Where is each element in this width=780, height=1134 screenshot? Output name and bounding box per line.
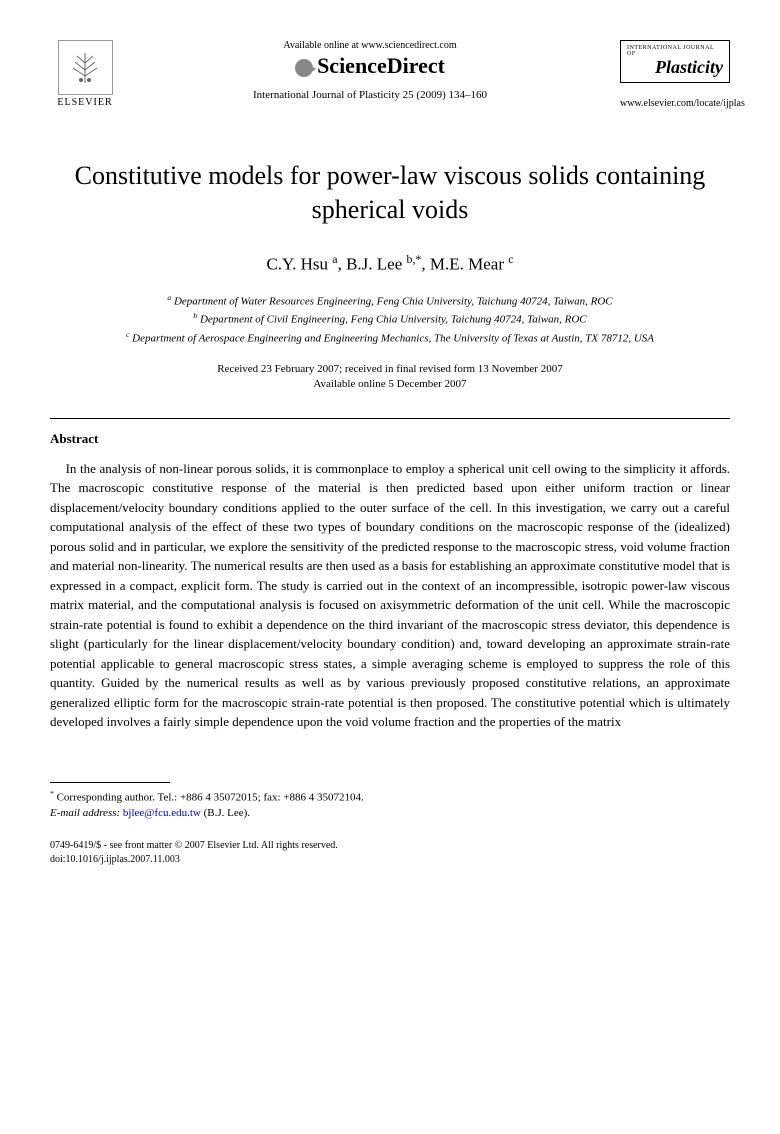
abstract-heading: Abstract [50,431,730,447]
sciencedirect-icon [295,59,313,77]
affiliation-a: a Department of Water Resources Engineer… [50,292,730,310]
copyright-block: 0749-6419/$ - see front matter © 2007 El… [50,839,730,867]
email-link[interactable]: bjlee@fcu.edu.tw [123,807,201,819]
dates-block: Received 23 February 2007; received in f… [50,362,730,393]
affiliation-c: c Department of Aerospace Engineering an… [50,329,730,347]
affiliation-b: b Department of Civil Engineering, Feng … [50,310,730,328]
copyright-line: 0749-6419/$ - see front matter © 2007 El… [50,839,730,853]
elsevier-tree-icon [58,40,113,95]
affiliation-b-text: Department of Civil Engineering, Feng Ch… [200,314,587,326]
journal-logo-box: INTERNATIONAL JOURNAL OF Plasticity [620,40,730,83]
affiliation-c-text: Department of Aerospace Engineering and … [132,332,654,344]
affiliation-a-text: Department of Water Resources Engineerin… [174,296,613,308]
corresponding-text: Corresponding author. Tel.: +886 4 35072… [57,791,364,803]
journal-reference: International Journal of Plasticity 25 (… [140,89,600,101]
journal-logo-top: INTERNATIONAL JOURNAL OF [627,45,723,57]
corresponding-author: * Corresponding author. Tel.: +886 4 350… [50,789,730,806]
footnote-divider [50,782,170,783]
footnote-block: * Corresponding author. Tel.: +886 4 350… [50,789,730,821]
divider-top [50,418,730,419]
email-author: (B.J. Lee). [204,807,250,819]
authors: C.Y. Hsu a, B.J. Lee b,*, M.E. Mear c [50,252,730,275]
abstract-body: In the analysis of non-linear porous sol… [50,459,730,732]
publisher-name: ELSEVIER [57,97,112,108]
header: ELSEVIER Available online at www.science… [50,40,730,109]
platform-name: ScienceDirect [140,53,600,79]
journal-logo-main: Plasticity [627,57,723,78]
publisher-logo-block: ELSEVIER [50,40,120,108]
received-date: Received 23 February 2007; received in f… [50,362,730,377]
email-line: E-mail address: bjlee@fcu.edu.tw (B.J. L… [50,806,730,821]
article-title: Constitutive models for power-law viscou… [50,159,730,227]
online-date: Available online 5 December 2007 [50,377,730,392]
doi: doi:10.1016/j.ijplas.2007.11.003 [50,853,730,867]
available-online-text: Available online at www.sciencedirect.co… [140,40,600,51]
locate-url[interactable]: www.elsevier.com/locate/ijplas [620,98,730,109]
email-label: E-mail address: [50,807,120,819]
platform-label: ScienceDirect [317,53,445,78]
affiliations: a Department of Water Resources Engineer… [50,292,730,346]
journal-logo-block: INTERNATIONAL JOURNAL OF Plasticity www.… [620,40,730,109]
header-center: Available online at www.sciencedirect.co… [120,40,620,101]
